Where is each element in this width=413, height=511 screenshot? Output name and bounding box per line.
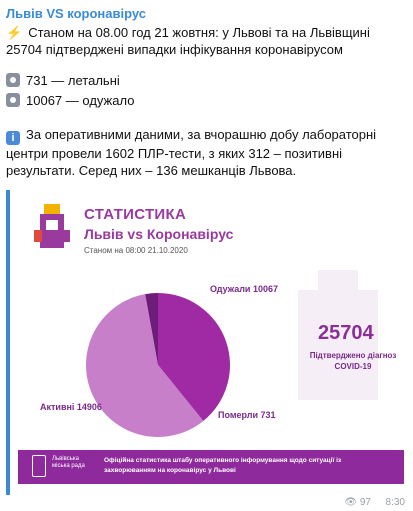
record-button-icon	[6, 93, 20, 107]
total-confirmed-caption: Підтверджено діагноз COVID-19	[309, 351, 397, 371]
info-text: За оперативними даними, за вчорашню добу…	[6, 127, 377, 178]
total-confirmed-value: 25704	[318, 322, 374, 344]
message-time: 8:30	[385, 497, 405, 508]
stat-title: СТАТИСТИКА	[84, 206, 187, 223]
pie-slice-deaths	[145, 293, 158, 365]
infographic-card[interactable]: СТАТИСТИКА Львів vs Коронавірус Станом н…	[6, 190, 404, 495]
message-line-info: i За оперативними даними, за вчорашню доб…	[6, 126, 406, 179]
footer-org: Львівська міська рада	[52, 456, 85, 469]
label-deaths: Померли 731	[218, 410, 276, 420]
pie-chart	[85, 293, 230, 437]
message-line-recovered: 10067 — одужало	[6, 92, 134, 109]
footer-note: Офіційна статистика штабу оперативного і…	[104, 457, 342, 474]
stat-subtitle: Львів vs Коронавірус	[84, 226, 234, 242]
recovered-text: 10067 — одужало	[26, 93, 135, 108]
footer-band: Львівська міська рада Офіційна статистик…	[18, 450, 404, 484]
message-line-deaths: 731 — летальні	[6, 72, 120, 89]
views-value: 97	[359, 497, 371, 508]
views-count: 👁 97	[344, 497, 371, 508]
record-button-icon	[6, 73, 20, 87]
channel-title[interactable]: Львів VS коронавірус	[6, 6, 147, 21]
infographic-image[interactable]: СТАТИСТИКА Львів vs Коронавірус Станом н…	[18, 190, 404, 495]
city-council-logo-icon	[32, 455, 46, 477]
pie-slice-active	[85, 294, 204, 437]
pie-slice-recovered	[158, 293, 230, 421]
label-recovered: Одужали 10067	[210, 284, 278, 294]
deaths-text: 731 — летальні	[26, 73, 120, 88]
message-line-summary: ⚡ Станом на 08.00 год 21 жовтня: у Львові…	[6, 24, 406, 58]
lightning-icon: ⚡	[6, 25, 23, 40]
label-active: Активні 14906	[40, 402, 102, 412]
info-icon: i	[6, 131, 20, 145]
watermark-figure-icon	[298, 270, 378, 400]
lviv-lion-logo-icon	[34, 204, 70, 248]
summary-text: Станом на 08.00 год 21 жовтня: у Львові …	[6, 25, 370, 57]
stat-date: Станом на 08:00 21.10.2020	[84, 246, 188, 255]
